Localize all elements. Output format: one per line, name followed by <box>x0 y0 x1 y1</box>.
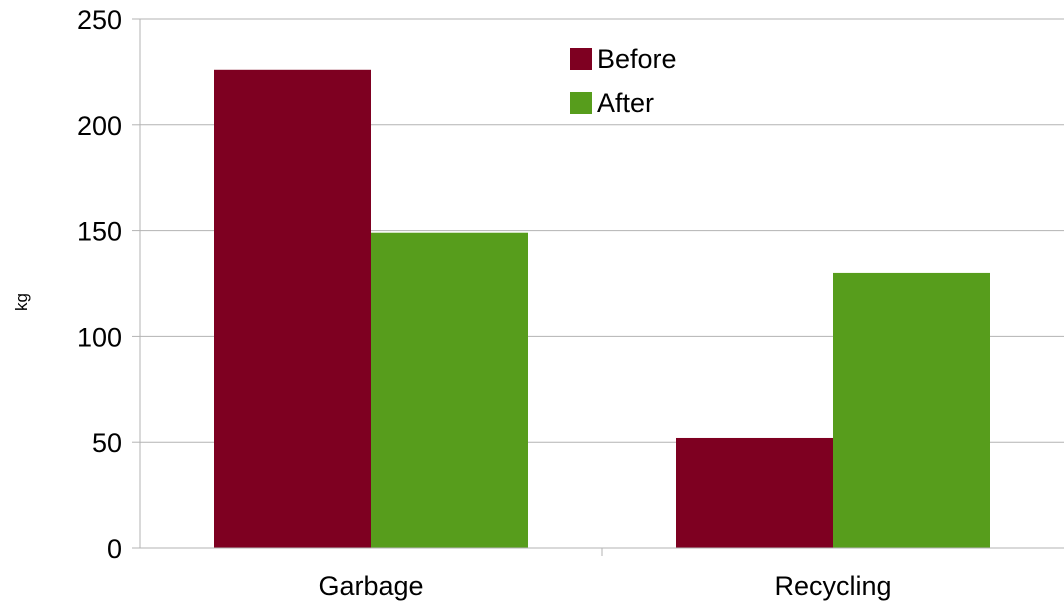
legend-label-before: Before <box>597 44 677 74</box>
bar-before-garbage <box>214 69 371 548</box>
bar-after-recycling <box>833 272 990 548</box>
legend: Before After <box>570 44 677 118</box>
axes <box>132 18 1064 556</box>
y-tick-label: 50 <box>92 428 122 458</box>
x-category-labels: Garbage Recycling <box>318 571 891 601</box>
y-tick-label: 200 <box>77 111 122 141</box>
y-tick-label: 150 <box>77 217 122 247</box>
bars <box>214 69 990 548</box>
legend-label-after: After <box>597 88 654 118</box>
bar-after-garbage <box>371 232 528 548</box>
y-tick-labels: 0 50 100 150 200 250 <box>77 5 122 564</box>
x-category-label: Recycling <box>774 571 891 601</box>
y-tick-label: 100 <box>77 322 122 352</box>
x-category-label: Garbage <box>318 571 423 601</box>
bar-before-recycling <box>676 437 833 548</box>
y-tick-label: 0 <box>107 534 122 564</box>
legend-swatch-after <box>570 92 592 114</box>
y-tick-label: 250 <box>77 5 122 35</box>
legend-swatch-before <box>570 48 592 70</box>
y-axis-label: kg <box>12 293 31 311</box>
